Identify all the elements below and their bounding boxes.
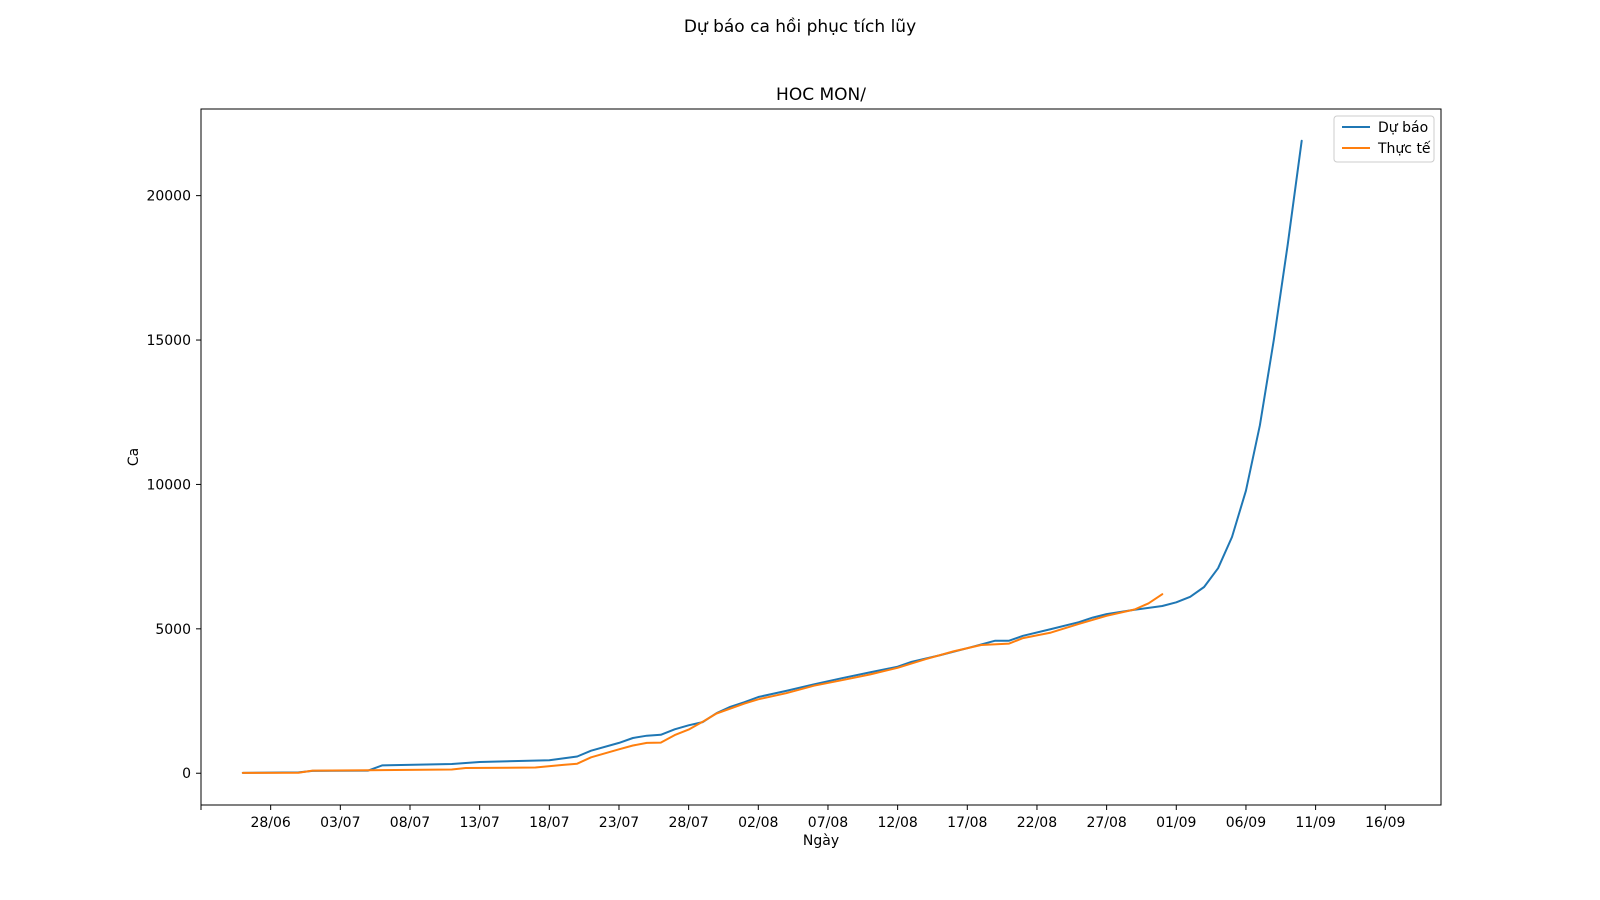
plot-area [200, 108, 1442, 806]
x-tick-label: 27/08 [1086, 815, 1126, 831]
series-line-forecast [241, 139, 1303, 774]
x-tick-label: 08/07 [390, 815, 430, 831]
x-tick-label: 22/08 [1017, 815, 1057, 831]
x-tick-label: 12/08 [877, 815, 917, 831]
legend-label-forecast: Dự báo [1378, 120, 1428, 136]
x-tick-label: 16/09 [1365, 815, 1405, 831]
x-tick-label: 02/08 [738, 815, 778, 831]
x-tick-label: 17/08 [947, 815, 987, 831]
y-axis-label: Ca [126, 448, 142, 466]
series-layer [241, 139, 1303, 774]
y-axis-ticks: 0 5000 10000 15000 20000 [146, 189, 201, 782]
y-tick-label: 20000 [146, 189, 191, 205]
y-tick-label: 5000 [155, 622, 191, 638]
x-tick-label: 07/08 [808, 815, 848, 831]
x-tick-label: 01/09 [1156, 815, 1196, 831]
x-tick-label: 03/07 [320, 815, 360, 831]
x-tick-label: 18/07 [529, 815, 569, 831]
x-tick-label: 13/07 [459, 815, 499, 831]
x-axis-label: Ngày [803, 833, 839, 849]
x-axis-ticks: 28/06 03/07 08/07 13/07 18/07 23/07 28/07 02/08… [200, 805, 1405, 831]
y-tick-label: 0 [182, 766, 191, 782]
legend: Dự báo Thực tế [1333, 115, 1435, 163]
plot-title: HOC MON/ [776, 85, 866, 105]
x-tick-label: 06/09 [1226, 815, 1266, 831]
y-tick-label: 15000 [146, 333, 191, 349]
x-tick-label: 23/07 [599, 815, 639, 831]
x-tick-label: 28/06 [250, 815, 290, 831]
figure-title: Dự báo ca hồi phục tích lũy [684, 16, 916, 37]
x-tick-label: 11/09 [1295, 815, 1335, 831]
legend-label-actual: Thực tế [1377, 140, 1431, 157]
x-tick-label: 28/07 [668, 815, 708, 831]
plot-frame [200, 108, 1442, 806]
y-tick-label: 10000 [146, 477, 191, 493]
series-line-actual [241, 593, 1164, 774]
